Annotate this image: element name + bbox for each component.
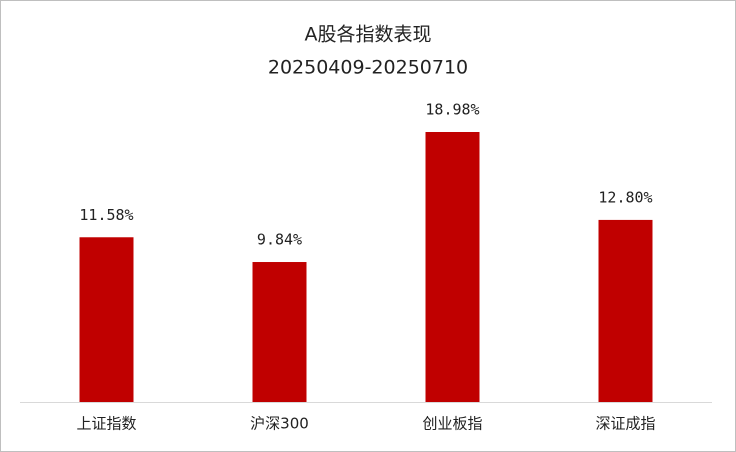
x-tick-label: 上证指数 <box>76 415 136 433</box>
bar <box>598 219 653 402</box>
value-label: 12.80% <box>598 188 652 206</box>
value-label: 9.84% <box>257 231 302 249</box>
value-label: 11.58% <box>79 206 133 224</box>
x-tick-label: 深证成指 <box>595 415 655 433</box>
bar <box>79 237 134 402</box>
bar <box>425 132 480 402</box>
value-label: 18.98% <box>425 101 479 119</box>
chart-title: A股各指数表现 <box>305 24 432 46</box>
x-tick-label: 沪深300 <box>250 415 309 433</box>
bar <box>252 262 307 402</box>
chart-subtitle: 20250409-20250710 <box>268 57 468 79</box>
x-tick-label: 创业板指 <box>422 415 482 433</box>
